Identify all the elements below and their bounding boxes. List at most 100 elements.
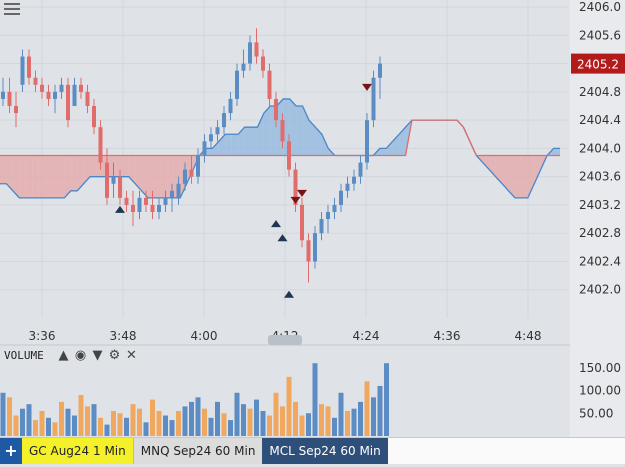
cloud-segment <box>302 106 309 156</box>
volume-bar <box>338 392 344 436</box>
sell-marker <box>297 189 307 197</box>
candle-body <box>287 141 291 170</box>
cloud-segment <box>109 155 116 177</box>
volume-bar <box>85 406 90 436</box>
cloud-segment <box>251 127 258 156</box>
cloud-segment <box>534 155 541 184</box>
candle-body <box>358 162 363 177</box>
add-tab-button[interactable]: + <box>0 438 22 464</box>
volume-bar <box>241 404 246 436</box>
candle-body <box>124 197 129 205</box>
cloud-segment <box>514 155 522 198</box>
volume-tick-label: 150.00 <box>579 361 621 375</box>
cloud-segment <box>386 141 393 156</box>
volume-tick-label: 100.00 <box>579 384 621 398</box>
candle-body <box>1 91 5 99</box>
chevron-up-icon[interactable]: ▲ <box>58 348 69 363</box>
candle-body <box>371 77 376 121</box>
chart-tab-bar: + GC Aug24 1 Min MNQ Sep24 60 Min MCL Se… <box>0 437 625 464</box>
cloud-span-b <box>0 119 560 157</box>
candle-body <box>131 204 135 212</box>
volume-bar <box>91 404 97 436</box>
candle-body <box>196 155 200 177</box>
close-icon[interactable]: ✕ <box>126 348 137 363</box>
candle-body <box>313 233 317 262</box>
candle-body <box>33 77 38 85</box>
x-tick-label: 3:48 <box>110 329 137 343</box>
candle-body <box>92 106 96 128</box>
candle-body <box>365 120 369 163</box>
volume-bar <box>228 420 233 436</box>
candle-body <box>59 84 64 92</box>
volume-bar <box>280 406 285 436</box>
volume-bar <box>260 410 266 436</box>
buy-marker <box>284 290 294 298</box>
cloud-segment <box>77 155 84 191</box>
candle-body <box>300 204 304 241</box>
volume-bar <box>78 395 84 436</box>
volume-bar <box>46 417 51 436</box>
cloud-segment <box>135 155 142 191</box>
chevron-down-icon[interactable]: ▼ <box>92 348 103 363</box>
volume-bar <box>254 399 259 436</box>
y-tick-label: 2403.2 <box>579 198 621 212</box>
x-tick-label: 4:24 <box>353 329 380 343</box>
cloud-segment <box>225 134 232 156</box>
candle-body <box>111 176 116 184</box>
settings-icon[interactable]: ⚙ <box>108 348 121 363</box>
y-tick-label: 2402.4 <box>579 254 621 268</box>
cloud-segment <box>508 155 515 198</box>
cloud-segment <box>263 106 271 156</box>
tab-mcl-sep24[interactable]: MCL Sep24 60 Min <box>262 438 388 464</box>
volume-bar <box>7 397 12 436</box>
hamburger-menu-icon[interactable] <box>4 3 20 17</box>
cloud-segment <box>553 148 560 156</box>
candle-body <box>267 70 272 99</box>
candle-body <box>118 176 122 198</box>
volume-bar <box>39 410 45 436</box>
candle-body <box>378 63 382 78</box>
volume-bar <box>182 406 188 436</box>
candle-body <box>72 84 77 106</box>
time-scroll-handle[interactable] <box>268 335 302 345</box>
volume-bar <box>215 401 220 436</box>
cloud-segment <box>257 113 264 156</box>
candle-body <box>40 84 44 92</box>
y-tick-label: 2405.6 <box>579 28 621 42</box>
cloud-segment <box>399 127 406 156</box>
eye-icon[interactable]: ◉ <box>74 348 87 363</box>
volume-bar <box>33 420 38 436</box>
cloud-segment <box>64 155 71 198</box>
x-tick-label: 3:36 <box>29 329 56 343</box>
y-tick-label: 2403.6 <box>579 170 621 184</box>
volume-bar <box>150 399 155 436</box>
cloud-segment <box>38 155 46 198</box>
cloud-segment <box>238 127 245 156</box>
last-price-tag <box>571 53 625 74</box>
volume-tick-label: 50.00 <box>579 406 613 420</box>
volume-bar <box>319 404 324 436</box>
volume-bar <box>26 404 32 436</box>
candle-body <box>228 98 233 114</box>
candle-body <box>150 204 155 212</box>
cloud-segment <box>392 134 400 156</box>
y-tick-label: 2406.0 <box>579 0 621 14</box>
candle-body <box>183 169 187 184</box>
x-tick-label: 4:36 <box>434 329 461 343</box>
candle-body <box>46 91 51 99</box>
volume-bar <box>221 413 227 436</box>
candle-body <box>306 240 311 262</box>
cloud-segment <box>289 98 297 156</box>
candle-body <box>66 84 70 121</box>
buy-marker <box>277 234 288 242</box>
cloud-segment <box>25 155 33 198</box>
last-price-label: 2405.2 <box>577 58 619 72</box>
tab-mnq-sep24[interactable]: MNQ Sep24 60 Min <box>132 438 263 464</box>
cloud-segment <box>218 134 226 156</box>
cloud-segment <box>296 106 303 156</box>
tab-gc-aug24[interactable]: GC Aug24 1 Min <box>22 438 133 464</box>
volume-bar <box>267 415 272 436</box>
volume-bar <box>306 413 311 436</box>
